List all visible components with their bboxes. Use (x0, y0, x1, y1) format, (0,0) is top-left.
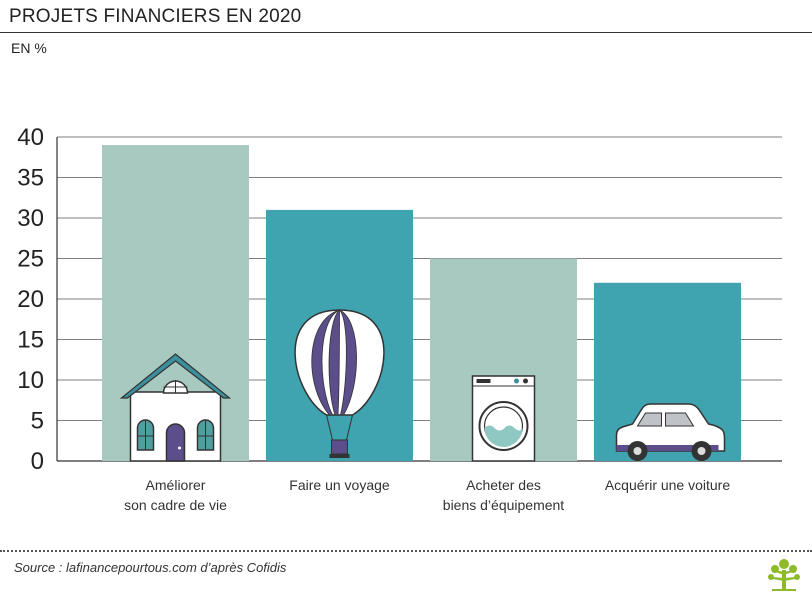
title-divider (0, 32, 812, 33)
y-tick-label: 30 (17, 205, 44, 232)
car-icon (615, 403, 726, 461)
y-tick-label: 5 (31, 408, 44, 435)
y-tick-label: 25 (17, 246, 44, 273)
hot-air-balloon-icon (294, 309, 385, 458)
y-tick-label: 20 (17, 286, 44, 313)
unit-label: EN % (11, 40, 47, 56)
tree-logo-icon (768, 559, 800, 591)
x-tick-label: Améliorer son cadre de vie (124, 477, 227, 513)
house-icon (119, 353, 232, 462)
washing-machine-icon (471, 375, 536, 462)
x-tick-label: Faire un voyage (289, 477, 390, 493)
x-tick-label: Acquérir une voiture (604, 477, 731, 493)
y-tick-label: 35 (17, 165, 44, 192)
bar-chart: 0 5 10 15 20 25 30 35 40 (17, 124, 782, 475)
y-tick-label: 15 (17, 327, 44, 354)
y-tick-label: 0 (31, 448, 44, 475)
y-tick-label: 40 (17, 124, 44, 151)
footer-divider (0, 550, 812, 552)
chart-title: PROJETS FINANCIERS EN 2020 (9, 6, 302, 27)
x-tick-label: Acheter des biens d’équipement (442, 477, 565, 513)
y-tick-label: 10 (17, 367, 44, 394)
source-note: Source : lafinancepourtous.com d’après C… (14, 560, 287, 575)
